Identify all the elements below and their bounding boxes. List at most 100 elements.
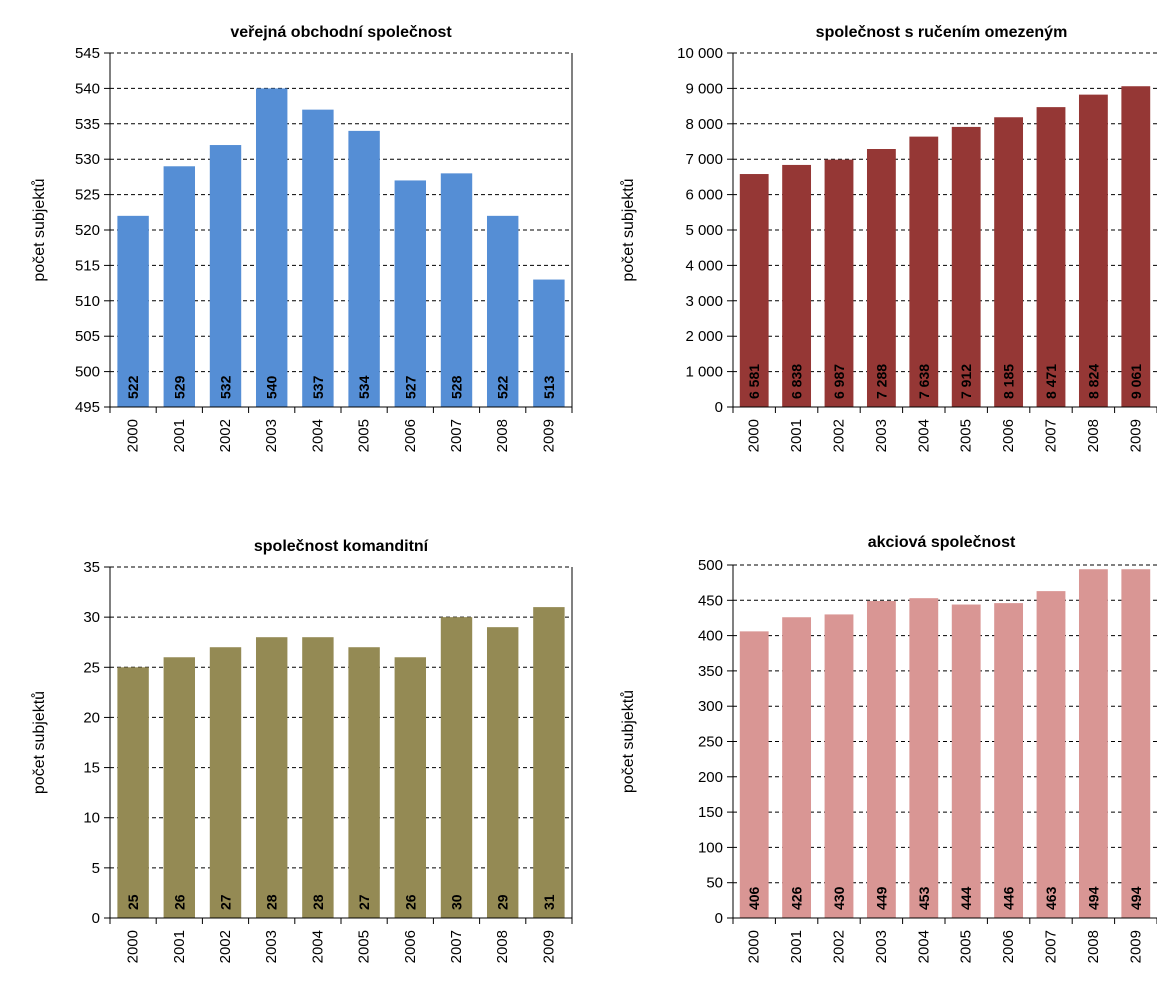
data-label: 6 987 — [831, 364, 847, 399]
chart-title: společnost s ručením omezeným — [816, 24, 1068, 41]
x-tick-label: 2005 — [356, 419, 373, 452]
y-tick-label: 15 — [83, 760, 100, 777]
data-label: 6 581 — [746, 364, 762, 399]
data-label: 522 — [125, 375, 141, 399]
data-label: 31 — [541, 894, 557, 910]
data-label: 463 — [1043, 886, 1059, 910]
x-tick-label: 2009 — [540, 419, 557, 452]
bar-2000 — [739, 174, 769, 407]
bar-2002 — [209, 647, 242, 918]
bar-2006 — [394, 180, 427, 407]
bar-2009 — [1121, 569, 1151, 918]
x-tick-label: 2000 — [746, 419, 763, 452]
data-label: 430 — [831, 886, 847, 910]
data-label: 494 — [1085, 886, 1101, 910]
data-label: 540 — [264, 375, 280, 399]
chart-title: veřejná obchodní společnost — [230, 24, 452, 41]
bar-2006 — [394, 657, 427, 918]
y-tick-label: 0 — [92, 910, 100, 927]
bar-2001 — [782, 617, 812, 918]
y-tick-label: 30 — [83, 609, 100, 626]
y-tick-label: 3 000 — [685, 293, 723, 310]
x-tick-label: 2005 — [958, 930, 975, 963]
y-tick-label: 540 — [75, 80, 100, 97]
data-label: 26 — [402, 894, 418, 910]
bar-2008 — [1078, 94, 1108, 407]
y-tick-label: 530 — [75, 151, 100, 168]
y-tick-label: 5 — [92, 860, 100, 877]
x-tick-label: 2008 — [1085, 930, 1102, 963]
data-label: 6 838 — [789, 364, 805, 399]
x-tick-label: 2005 — [356, 930, 373, 963]
x-tick-label: 2003 — [873, 419, 890, 452]
y-tick-label: 5 000 — [685, 222, 723, 239]
bar-2003 — [866, 149, 896, 407]
y-tick-label: 0 — [715, 910, 723, 927]
bar-2006 — [994, 117, 1024, 407]
y-tick-label: 150 — [698, 804, 723, 821]
x-tick-label: 2006 — [402, 419, 419, 452]
x-tick-label: 2007 — [1043, 419, 1060, 452]
y-tick-label: 6 000 — [685, 187, 723, 204]
data-label: 426 — [789, 886, 805, 910]
data-label: 449 — [873, 886, 889, 910]
x-tick-label: 2006 — [1000, 419, 1017, 452]
data-label: 28 — [264, 894, 280, 910]
bar-2008 — [486, 215, 519, 407]
data-label: 522 — [495, 375, 511, 399]
x-tick-label: 2007 — [448, 930, 465, 963]
chart-2: společnost s ručením omezeným počet subje… — [619, 24, 1157, 452]
x-tick-label: 2009 — [540, 930, 557, 963]
data-label: 7 288 — [873, 364, 889, 399]
bar-2009 — [1121, 86, 1151, 407]
bar-2003 — [255, 637, 288, 918]
data-label: 529 — [171, 375, 187, 399]
data-label: 528 — [449, 375, 465, 399]
bar-2000 — [117, 667, 149, 918]
y-tick-label: 50 — [706, 875, 723, 892]
x-tick-label: 2004 — [309, 419, 326, 452]
y-tick-label: 300 — [698, 698, 723, 715]
chart-3: společnost komanditní počet subjektů 25 26 2… — [30, 538, 573, 963]
bar-2005 — [951, 126, 981, 408]
data-label: 8 824 — [1085, 364, 1101, 399]
chart-title: společnost komanditní — [254, 538, 429, 555]
x-tick-label: 2002 — [831, 930, 848, 963]
x-tick-label: 2000 — [125, 419, 142, 452]
x-tick-label: 2003 — [873, 930, 890, 963]
bar-2002 — [209, 145, 242, 408]
x-tick-label: 2002 — [217, 930, 234, 963]
x-tick-label: 2001 — [171, 930, 188, 963]
x-tick-label: 2009 — [1127, 419, 1144, 452]
bar-2000 — [739, 631, 769, 918]
x-tick-label: 2008 — [494, 930, 511, 963]
chart-1: veřejná obchodní společnost počet subjekt… — [30, 24, 573, 452]
data-label: 513 — [541, 375, 557, 399]
x-tick-label: 2005 — [958, 419, 975, 452]
y-tick-label: 505 — [75, 328, 100, 345]
bar-2002 — [824, 159, 854, 407]
x-tick-label: 2000 — [746, 930, 763, 963]
bar-2004 — [909, 136, 939, 407]
data-label: 7 638 — [916, 364, 932, 399]
data-label: 26 — [171, 894, 187, 910]
y-tick-label: 450 — [698, 592, 723, 609]
x-tick-label: 2001 — [788, 930, 805, 963]
chart-4: akciová společnost počet subjektů 406 426 43… — [619, 534, 1157, 963]
data-label: 28 — [310, 894, 326, 910]
data-label: 27 — [356, 894, 372, 910]
x-tick-label: 2002 — [831, 419, 848, 452]
bar-2008 — [1078, 569, 1108, 918]
bar-2006 — [994, 603, 1024, 918]
data-label: 534 — [356, 375, 372, 399]
x-tick-label: 2003 — [263, 419, 280, 452]
bar-2000 — [117, 215, 149, 407]
y-tick-label: 1 000 — [685, 364, 723, 381]
x-tick-label: 2001 — [788, 419, 805, 452]
y-tick-label: 4 000 — [685, 257, 723, 274]
bar-2005 — [348, 130, 380, 407]
x-tick-label: 2008 — [494, 419, 511, 452]
data-label: 8 471 — [1043, 364, 1059, 399]
y-tick-label: 525 — [75, 187, 100, 204]
